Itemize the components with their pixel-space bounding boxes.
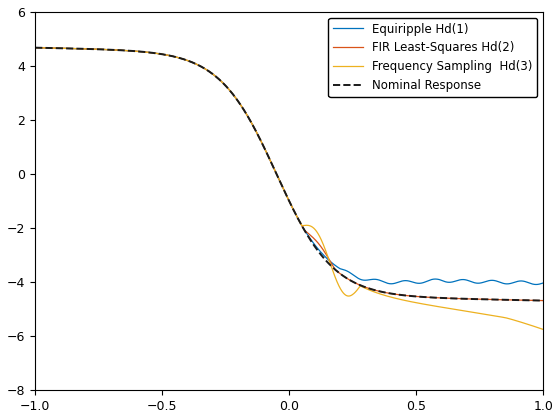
Equiripple Hd(1) <box>120 48 127 53</box>
Equiripple Hd(1) <box>475 281 482 286</box>
Equiripple Hd(1) <box>227 88 234 93</box>
Frequency Sampling  Hd(3) <box>227 88 234 93</box>
FIR Least-Squares Hd(2) <box>90 47 96 52</box>
Line: Frequency Sampling  Hd(3): Frequency Sampling Hd(3) <box>35 47 543 329</box>
Nominal Response <box>227 88 234 93</box>
FIR Least-Squares Hd(2) <box>540 298 547 303</box>
Legend: Equiripple Hd(1), FIR Least-Squares Hd(2), Frequency Sampling  Hd(3), Nominal Re: Equiripple Hd(1), FIR Least-Squares Hd(2… <box>328 18 537 97</box>
FIR Least-Squares Hd(2) <box>249 121 255 126</box>
Nominal Response <box>249 121 255 126</box>
Nominal Response <box>530 298 536 303</box>
Equiripple Hd(1) <box>530 282 536 287</box>
Equiripple Hd(1) <box>533 282 539 287</box>
FIR Least-Squares Hd(2) <box>120 48 127 53</box>
Nominal Response <box>90 47 96 52</box>
Nominal Response <box>540 298 547 303</box>
Nominal Response <box>475 297 482 302</box>
Frequency Sampling  Hd(3) <box>249 121 255 126</box>
Frequency Sampling  Hd(3) <box>475 311 482 316</box>
Line: FIR Least-Squares Hd(2): FIR Least-Squares Hd(2) <box>35 47 543 301</box>
Frequency Sampling  Hd(3) <box>32 45 39 50</box>
Frequency Sampling  Hd(3) <box>90 47 96 52</box>
FIR Least-Squares Hd(2) <box>530 298 536 303</box>
Frequency Sampling  Hd(3) <box>120 48 127 53</box>
Equiripple Hd(1) <box>540 281 547 286</box>
FIR Least-Squares Hd(2) <box>227 88 234 93</box>
Nominal Response <box>120 48 127 53</box>
Frequency Sampling  Hd(3) <box>530 323 536 328</box>
Equiripple Hd(1) <box>90 47 96 52</box>
FIR Least-Squares Hd(2) <box>32 45 39 50</box>
Nominal Response <box>32 45 39 50</box>
Line: Nominal Response: Nominal Response <box>35 47 543 301</box>
Equiripple Hd(1) <box>249 121 255 126</box>
FIR Least-Squares Hd(2) <box>475 297 482 302</box>
Line: Equiripple Hd(1): Equiripple Hd(1) <box>35 47 543 284</box>
Frequency Sampling  Hd(3) <box>540 327 547 332</box>
Equiripple Hd(1) <box>32 45 39 50</box>
